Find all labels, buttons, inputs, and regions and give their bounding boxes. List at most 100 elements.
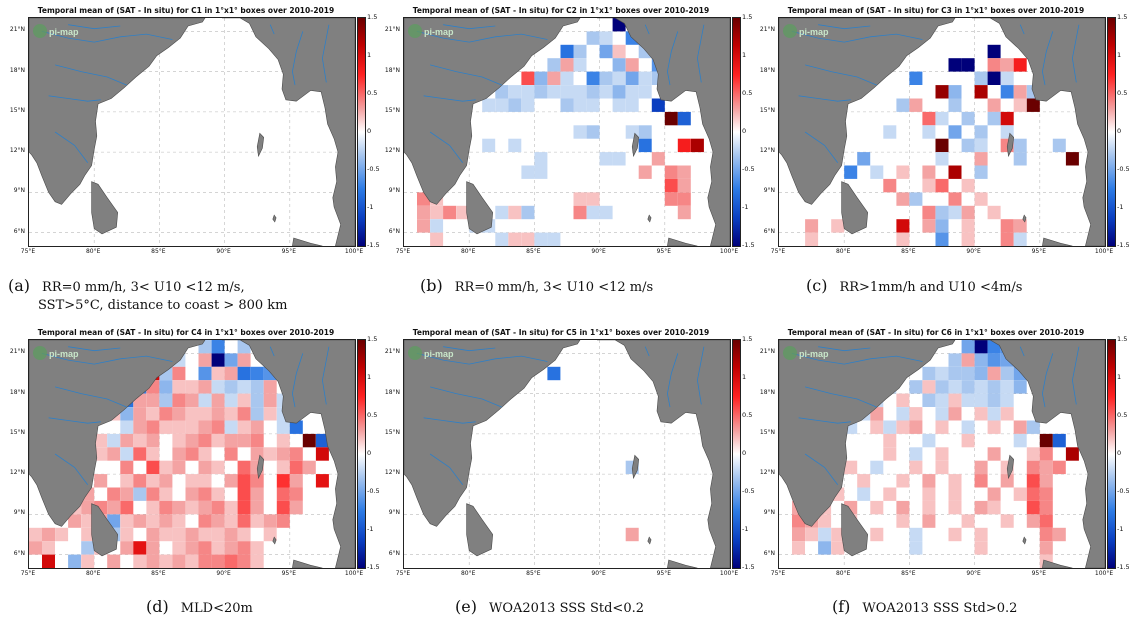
data-cell xyxy=(1052,527,1066,542)
data-cell xyxy=(172,527,186,542)
data-cell xyxy=(1039,487,1053,501)
data-cell xyxy=(211,366,225,381)
data-cell xyxy=(120,420,134,434)
data-cell xyxy=(302,460,316,475)
data-cell xyxy=(935,407,949,421)
data-cell xyxy=(172,393,186,407)
y-tick-label: 18°N xyxy=(384,388,400,396)
data-cell xyxy=(948,205,962,220)
colorbar-tick-label: -0.5 xyxy=(367,487,380,495)
colorbar xyxy=(732,339,741,569)
data-cell xyxy=(185,554,199,568)
data-cell xyxy=(651,152,665,166)
data-cell xyxy=(159,474,173,488)
data-cell xyxy=(1000,58,1014,72)
colorbar xyxy=(357,339,366,569)
data-cell xyxy=(263,514,277,528)
data-cell xyxy=(120,527,134,542)
data-cell xyxy=(172,554,186,568)
colorbar-tick-label: -0.5 xyxy=(742,487,755,495)
caption-a-line2: SST>5°C, distance to coast > 800 km xyxy=(38,298,288,313)
data-cell xyxy=(133,474,147,488)
data-cell xyxy=(185,500,199,515)
data-cell xyxy=(198,541,212,555)
map-plot-area xyxy=(778,17,1106,247)
data-cell xyxy=(250,380,264,394)
data-cell xyxy=(1013,138,1027,153)
data-cell xyxy=(625,58,639,72)
land-sumatra xyxy=(1042,237,1073,246)
river-line xyxy=(430,64,502,86)
river-line xyxy=(291,31,304,86)
data-cell xyxy=(586,98,600,112)
data-cell xyxy=(521,165,535,179)
data-cell xyxy=(146,407,160,421)
data-cell xyxy=(42,554,55,568)
data-cell xyxy=(948,527,962,542)
data-cell xyxy=(1013,98,1027,112)
data-cell xyxy=(599,205,613,220)
data-cell xyxy=(68,554,82,568)
svg-text:pi-map: pi-map xyxy=(799,349,829,359)
data-cell xyxy=(456,205,470,220)
data-cell xyxy=(831,541,845,555)
data-cell xyxy=(81,541,95,555)
x-tick-label: 75°E xyxy=(20,248,36,255)
data-cell xyxy=(948,353,962,367)
x-tick-label: 75°E xyxy=(20,570,36,577)
data-cell xyxy=(948,474,962,488)
x-tick-label: 100°E xyxy=(1094,570,1114,577)
data-cell xyxy=(250,500,264,515)
data-cell xyxy=(1013,152,1027,166)
data-cell xyxy=(896,474,910,488)
data-cell xyxy=(586,71,600,85)
river-line xyxy=(443,24,496,30)
data-cell xyxy=(146,554,160,568)
data-cell xyxy=(599,85,613,99)
data-cell xyxy=(961,111,975,126)
data-cell xyxy=(1013,420,1027,434)
data-cell xyxy=(224,541,238,555)
map-panel-b: Temporal mean of (SAT - In situ) for C2 … xyxy=(375,0,755,262)
data-cell xyxy=(508,98,522,112)
river-line xyxy=(321,346,330,405)
river-line xyxy=(1041,353,1054,408)
land-srilanka xyxy=(466,503,494,557)
data-cell xyxy=(521,71,535,85)
data-cell xyxy=(987,353,1001,367)
panel-title: Temporal mean of (SAT - In situ) for C3 … xyxy=(787,6,1085,15)
data-cell xyxy=(211,380,225,394)
data-cell xyxy=(146,541,160,555)
data-cell xyxy=(935,420,949,434)
data-cell xyxy=(237,500,251,515)
data-cell xyxy=(922,178,936,193)
colorbar-tick-label: -0.5 xyxy=(742,165,755,173)
data-cell xyxy=(935,447,949,461)
data-cell xyxy=(133,433,147,448)
river-line xyxy=(429,131,464,164)
caption-b: (b) RR=0 mm/h, 3< U10 <12 m/s xyxy=(420,276,654,295)
data-cell xyxy=(172,541,186,555)
map-panel-c: Temporal mean of (SAT - In situ) for C3 … xyxy=(750,0,1129,262)
data-cell xyxy=(961,353,975,367)
data-cell xyxy=(1026,447,1040,461)
data-cell xyxy=(133,420,147,434)
data-cell xyxy=(159,514,173,528)
data-cell xyxy=(677,192,691,206)
y-tick-label: 12°N xyxy=(384,147,400,155)
data-cell xyxy=(922,433,936,448)
data-cell xyxy=(651,98,665,112)
data-cell xyxy=(974,366,988,381)
map-plot-area xyxy=(778,339,1106,569)
data-cell xyxy=(987,380,1001,394)
data-cell xyxy=(508,138,522,153)
data-cell xyxy=(935,85,949,99)
colorbar-tick-label: -1.5 xyxy=(742,241,755,249)
river-line xyxy=(818,24,871,30)
pi-map-logo: pi-map xyxy=(32,344,82,366)
data-cell xyxy=(120,500,134,515)
y-tick-label: 15°N xyxy=(759,106,775,114)
data-cell xyxy=(133,487,147,501)
land-srilanka xyxy=(841,181,869,235)
data-cell xyxy=(896,514,910,528)
